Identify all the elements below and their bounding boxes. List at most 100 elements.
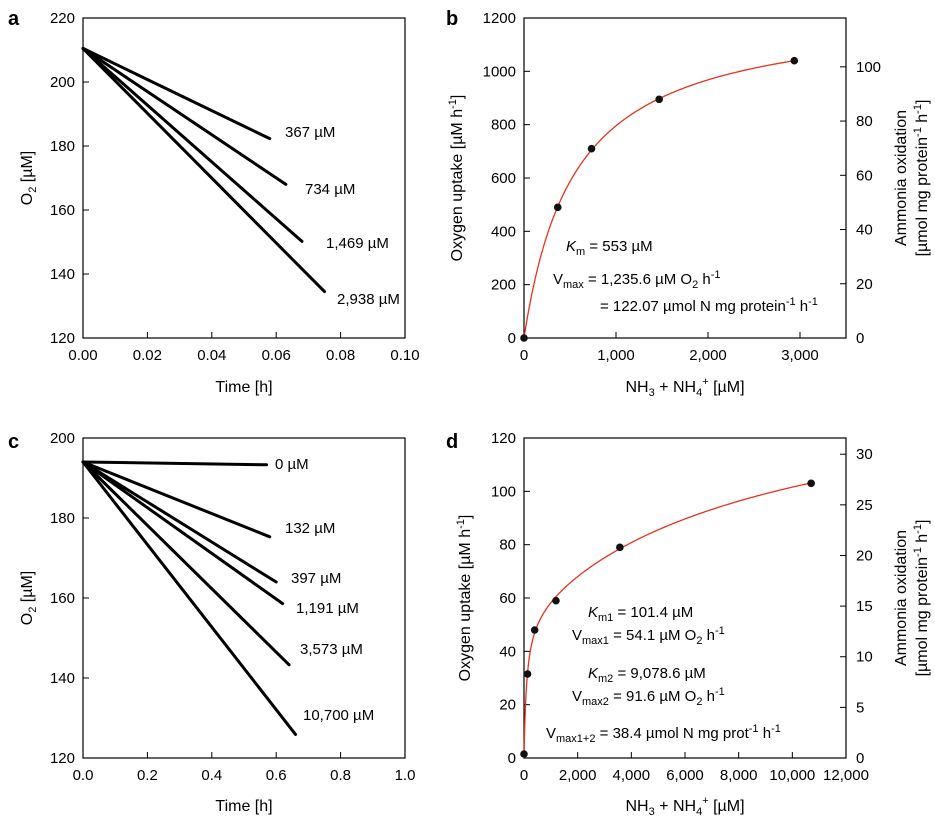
y-tick-label: 120 bbox=[491, 430, 516, 447]
y-tick-label: 80 bbox=[499, 537, 516, 554]
x-tick-label: 0.10 bbox=[390, 347, 419, 364]
y-tick-label: 180 bbox=[50, 138, 75, 155]
series-line-1 bbox=[81, 460, 272, 539]
series-label-c-5: 10,700 µM bbox=[303, 707, 374, 724]
x-tick-label: 0.4 bbox=[201, 767, 222, 784]
y2-tick-label: 15 bbox=[856, 598, 873, 615]
y2-tick-label: 10 bbox=[856, 649, 873, 666]
data-point bbox=[587, 144, 596, 153]
y-tick-label: 120 bbox=[50, 330, 75, 347]
data-point bbox=[530, 626, 539, 634]
x-tick-label: 0.2 bbox=[137, 767, 158, 784]
panel-a-x-ticks: 0.00 0.02 0.04 0.06 0.08 0.10 bbox=[68, 332, 420, 364]
y2-tick-label: 40 bbox=[856, 222, 873, 239]
x-tick-label: 12,000 bbox=[823, 767, 869, 784]
y2-tick-label: 20 bbox=[856, 276, 873, 293]
y-tick-label: 220 bbox=[50, 10, 75, 27]
y-tick-label: 100 bbox=[491, 483, 516, 500]
x-tick-label: 10,000 bbox=[769, 767, 815, 784]
x-tick-label: 2,000 bbox=[689, 347, 727, 364]
series-line-3 bbox=[81, 460, 285, 606]
panel-d-x-ticks: 0 2,000 4,000 6,000 8,000 10,000 12,000 bbox=[520, 752, 869, 784]
y2-tick-label: 0 bbox=[856, 330, 864, 347]
y2-tick-label: 0 bbox=[856, 750, 864, 767]
y-tick-label: 1000 bbox=[483, 63, 516, 80]
data-point bbox=[616, 543, 624, 552]
fit-curve bbox=[523, 482, 813, 758]
km1-annotation: Km1 = 101.4 µM bbox=[588, 604, 693, 624]
vmax-rate-annotation: = 122.07 µmol N mg protein-1 h-1 bbox=[600, 296, 818, 315]
panel-b-y-axis-label: Oxygen uptake [µM h-1] bbox=[447, 95, 466, 262]
data-point bbox=[553, 203, 562, 212]
panel-b: b 0 1,000 2,000 3,000 020040060080010001200… bbox=[446, 8, 931, 399]
vmax2-annotation: Vmax2 = 91.6 µM O2 h-1 bbox=[572, 686, 725, 708]
series-line-4 bbox=[81, 460, 291, 667]
panel-d-label: d bbox=[446, 431, 458, 453]
x-tick-label: 1,000 bbox=[597, 347, 635, 364]
vmax1-annotation: Vmax1 = 54.1 µM O2 h-1 bbox=[572, 625, 725, 647]
series-label-c-1: 132 µM bbox=[285, 520, 335, 537]
panel-b-x-axis-label: NH3 + NH4+ [µM] bbox=[625, 376, 744, 399]
data-point bbox=[523, 670, 532, 678]
y-tick-label: 0 bbox=[508, 330, 516, 347]
km-annotation: Km = 553 µM bbox=[566, 238, 653, 258]
vmax-annotation: Vmax = 1,235.6 µM O2 h-1 bbox=[553, 269, 721, 291]
data-point bbox=[807, 479, 815, 488]
panel-d-fit bbox=[523, 482, 813, 758]
y-tick-label: 600 bbox=[491, 170, 516, 187]
y-tick-label: 200 bbox=[50, 74, 75, 91]
y-tick-label: 800 bbox=[491, 117, 516, 134]
panel-c: c 0.0 0.2 0.4 0.6 0.8 1.0 120 140 160 180 200 0 µ… bbox=[8, 430, 415, 815]
y2-tick-label: 60 bbox=[856, 167, 873, 184]
data-point bbox=[520, 334, 528, 342]
series-line-2 bbox=[81, 46, 304, 243]
series-line-3 bbox=[81, 46, 326, 294]
y2-tick-label: 25 bbox=[856, 497, 873, 514]
series-line-0 bbox=[81, 46, 272, 141]
panel-c-y-ticks: 120 140 160 180 200 bbox=[50, 430, 89, 767]
vmax12-annotation: Vmax1+2 = 38.4 µmol N mg prot-1 h-1 bbox=[546, 723, 781, 745]
data-point bbox=[552, 596, 560, 605]
x-tick-label: 1.0 bbox=[395, 767, 416, 784]
y-tick-label: 60 bbox=[499, 590, 516, 607]
x-tick-label: 0.02 bbox=[133, 347, 162, 364]
series-label-a-3: 2,938 µM bbox=[337, 291, 400, 308]
x-tick-label: 4,000 bbox=[613, 767, 651, 784]
x-tick-label: 2,000 bbox=[559, 767, 597, 784]
panel-d-y-ticks: 0 20 40 60 80 100 120 bbox=[491, 430, 530, 767]
data-point bbox=[790, 56, 799, 65]
y-tick-label: 200 bbox=[50, 430, 75, 447]
series-line-5 bbox=[81, 460, 298, 736]
panel-d: d 0 2,000 4,000 6,000 8,000 10,000 12,000 0 20 4… bbox=[446, 430, 931, 818]
data-point bbox=[520, 750, 528, 758]
x-tick-label: 0.06 bbox=[262, 347, 291, 364]
x-tick-label: 0.6 bbox=[266, 767, 287, 784]
panel-c-lines bbox=[81, 460, 298, 736]
y2-tick-label: 80 bbox=[856, 113, 873, 130]
series-line-0 bbox=[81, 460, 269, 467]
series-label-c-4: 3,573 µM bbox=[300, 641, 363, 658]
series-label-a-0: 367 µM bbox=[285, 124, 335, 141]
x-tick-label: 8,000 bbox=[720, 767, 758, 784]
y-tick-label: 120 bbox=[50, 750, 75, 767]
y-tick-label: 140 bbox=[50, 670, 75, 687]
series-line-1 bbox=[81, 46, 288, 186]
series-label-c-2: 397 µM bbox=[291, 570, 341, 587]
panel-b-y2-ticks: 0 20 40 60 80 100 bbox=[840, 59, 881, 347]
x-tick-label: 3,000 bbox=[781, 347, 819, 364]
panel-b-y2-axis-label-line2: [µmol mg protein-1 h-1] bbox=[912, 100, 931, 257]
y2-tick-label: 30 bbox=[856, 446, 873, 463]
data-point bbox=[655, 95, 663, 104]
x-tick-label: 0.08 bbox=[326, 347, 355, 364]
x-tick-label: 0.8 bbox=[330, 767, 351, 784]
y-tick-label: 400 bbox=[491, 223, 516, 240]
y-tick-label: 0 bbox=[508, 750, 516, 767]
panel-a-y-ticks: 120 140 160 180 200 220 bbox=[50, 10, 89, 347]
y2-tick-label: 5 bbox=[856, 699, 864, 716]
panel-c-y-axis-label: O2 [µM] bbox=[19, 571, 39, 625]
y-tick-label: 40 bbox=[499, 643, 516, 660]
y2-tick-label: 20 bbox=[856, 547, 873, 564]
panel-b-y-ticks: 0 200 400 600 800 1000 1200 bbox=[483, 10, 530, 347]
series-label-a-2: 1,469 µM bbox=[326, 235, 389, 252]
